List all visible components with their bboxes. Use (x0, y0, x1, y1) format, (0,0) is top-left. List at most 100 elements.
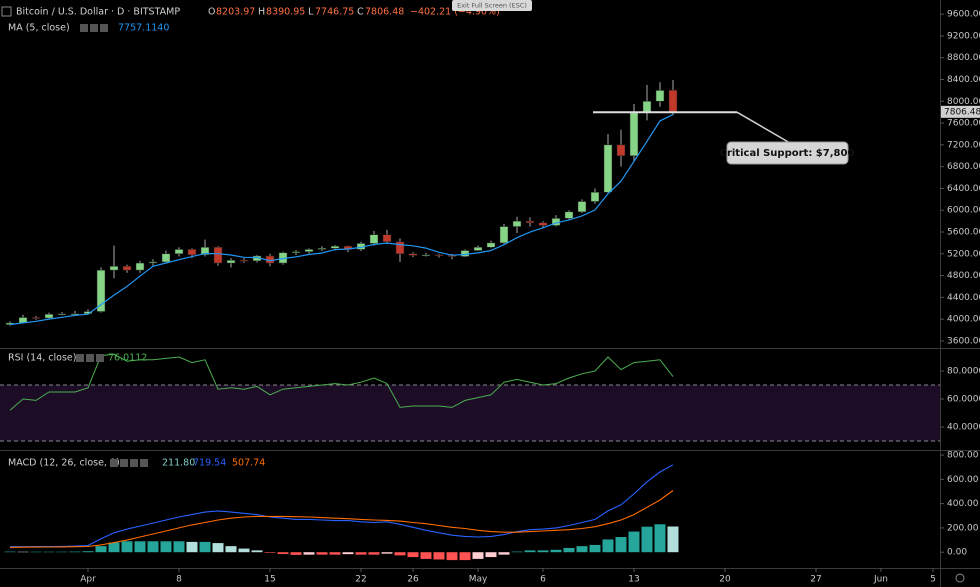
candle-body (109, 266, 119, 271)
histogram-bar (381, 552, 393, 554)
histogram-bar (316, 552, 328, 555)
indicator-icon[interactable] (140, 459, 148, 467)
histogram-bar (303, 552, 315, 555)
candle-body (122, 266, 132, 271)
ohlc-value: 8390.95 (266, 7, 305, 18)
callout-box (726, 141, 849, 165)
y-tick-label: 600.00 (947, 475, 979, 485)
candle-body (629, 111, 639, 157)
x-tick-label: 8 (176, 575, 182, 585)
x-tick-label: May (469, 575, 488, 585)
candle-body (525, 220, 535, 223)
histogram-bar (4, 551, 16, 553)
histogram-bar (17, 551, 29, 553)
indicator-icon[interactable] (96, 354, 104, 362)
x-tick-label: Apr (80, 575, 96, 585)
ohlc-value: 7806.48 (365, 7, 404, 18)
last-price-tag (941, 105, 980, 118)
y-tick-label: 7200.00 (947, 140, 980, 150)
x-tick-label: Jun (873, 575, 888, 585)
indicator-icon[interactable] (80, 24, 88, 32)
candle-body (603, 144, 613, 193)
indicator-icon[interactable] (76, 354, 84, 362)
tooltip: Exit Full Screen (ESC) (457, 2, 527, 10)
candle-body (382, 234, 392, 243)
histogram-bar (615, 537, 627, 553)
y-tick-label: 400.00 (947, 499, 979, 509)
histogram-bar (394, 552, 406, 556)
histogram-bar (199, 541, 211, 553)
candle-body (96, 269, 106, 312)
candle-body (226, 260, 236, 264)
indicator-value: 719.54 (193, 458, 226, 469)
histogram-bar (212, 543, 224, 553)
rsi-band (0, 385, 940, 442)
histogram-bar (342, 552, 354, 555)
candle-body (369, 234, 379, 244)
histogram-bar (524, 550, 536, 553)
histogram-bar (56, 551, 68, 553)
histogram-bar (407, 552, 419, 558)
y-tick-label: 6000.00 (947, 206, 980, 216)
histogram-bar (121, 541, 133, 553)
histogram-bar (602, 539, 614, 553)
histogram-bar (95, 546, 107, 553)
ma-line (9, 113, 674, 326)
candle-body (473, 246, 483, 251)
indicator-icon[interactable] (130, 459, 138, 467)
y-tick-label: 200.00 (947, 523, 979, 533)
last-price: 7806.48 (944, 107, 980, 117)
histogram-bar (134, 541, 146, 553)
histogram-bar (108, 542, 120, 553)
candle-body (642, 101, 652, 113)
collapse-icon[interactable] (1, 6, 12, 17)
candle-body (486, 242, 496, 248)
settings-icon[interactable] (955, 573, 965, 583)
histogram-bar (433, 552, 445, 560)
candle-body (395, 241, 405, 255)
indicator-icon[interactable] (120, 459, 128, 467)
y-tick-label: 9200.00 (947, 31, 980, 41)
histogram-bar (355, 552, 367, 555)
y-tick-label: 7600.00 (947, 119, 980, 129)
candle-body (304, 249, 314, 252)
x-tick-label: 26 (407, 575, 419, 585)
indicator-title: RSI (14, close) (8, 353, 76, 364)
y-tick-label: 8000.00 (947, 97, 980, 107)
y-tick-label: 8800.00 (947, 53, 980, 63)
indicator-value: 211.80 (162, 458, 195, 469)
candle-body (538, 222, 548, 226)
candle-body (408, 253, 418, 256)
indicator-icon[interactable] (90, 24, 98, 32)
histogram-bar (225, 546, 237, 553)
histogram-bar (277, 552, 289, 555)
candle-body (213, 246, 223, 264)
candle-body (200, 246, 210, 256)
histogram-bar (589, 544, 601, 553)
histogram-bar (563, 547, 575, 553)
histogram-bar (498, 552, 510, 555)
x-tick-label: 27 (810, 575, 821, 585)
y-tick-label: 0.00 (947, 548, 967, 558)
y-tick-label: 9600.00 (947, 10, 980, 20)
histogram-bar (667, 526, 679, 553)
indicator-icon[interactable] (100, 24, 108, 32)
x-tick-label: 5 (930, 575, 936, 585)
candle-body (161, 253, 171, 263)
histogram-bar (173, 541, 185, 553)
candle-body (317, 248, 327, 250)
y-tick-label: 5600.00 (947, 228, 980, 238)
candle-body (135, 262, 145, 271)
candle-body (44, 313, 54, 319)
macd-line (9, 490, 674, 548)
callout-text: Critical Support: $7,800 (720, 148, 855, 159)
indicator-icon[interactable] (110, 459, 118, 467)
candle-body (148, 261, 158, 264)
indicator-icon[interactable] (86, 354, 94, 362)
histogram-bar (472, 552, 484, 559)
histogram-bar (82, 551, 94, 553)
histogram-bar (160, 541, 172, 553)
candle-body (291, 251, 301, 253)
